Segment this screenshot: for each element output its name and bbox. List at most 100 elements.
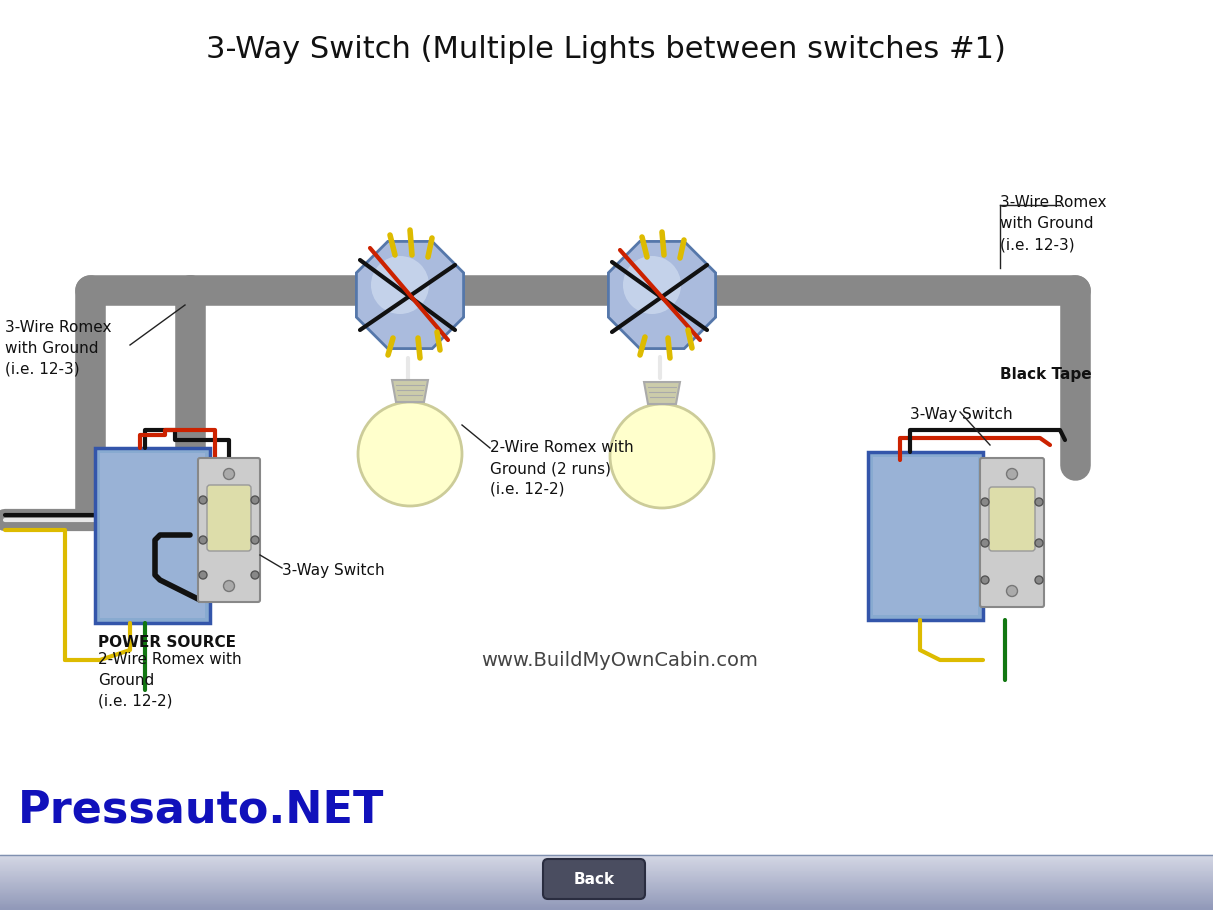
Circle shape [623, 256, 680, 314]
Circle shape [981, 539, 989, 547]
Bar [0, 876, 1213, 877]
Circle shape [1007, 469, 1018, 480]
Bar [0, 903, 1213, 904]
Circle shape [223, 469, 234, 480]
Bar [0, 892, 1213, 893]
Bar [0, 880, 1213, 881]
Bar [0, 874, 1213, 875]
Text: Black Tape: Black Tape [1000, 368, 1092, 382]
Bar [0, 860, 1213, 861]
Bar [0, 889, 1213, 890]
Bar [0, 894, 1213, 895]
Text: 3-Way Switch: 3-Way Switch [910, 408, 1013, 422]
FancyBboxPatch shape [543, 859, 645, 899]
Bar [0, 901, 1213, 902]
Circle shape [981, 576, 989, 584]
Bar [0, 866, 1213, 867]
Bar [0, 871, 1213, 872]
Bar [0, 870, 1213, 871]
Bar [0, 863, 1213, 864]
Bar [0, 905, 1213, 907]
Bar [0, 875, 1213, 876]
Bar [0, 864, 1213, 865]
Text: 3-Wire Romex
with Ground
(i.e. 12-3): 3-Wire Romex with Ground (i.e. 12-3) [5, 320, 112, 377]
Text: Pressauto.NET: Pressauto.NET [18, 788, 385, 832]
Text: 3-Way Switch (Multiple Lights between switches #1): 3-Way Switch (Multiple Lights between sw… [206, 35, 1006, 65]
Bar [0, 868, 1213, 869]
Bar [0, 906, 1213, 908]
Bar [0, 909, 1213, 910]
FancyBboxPatch shape [989, 487, 1035, 551]
Text: 2-Wire Romex with
Ground
(i.e. 12-2): 2-Wire Romex with Ground (i.e. 12-2) [98, 652, 241, 709]
Polygon shape [392, 380, 428, 402]
Bar [0, 859, 1213, 860]
Bar [0, 887, 1213, 888]
FancyBboxPatch shape [980, 458, 1044, 607]
FancyBboxPatch shape [198, 458, 260, 602]
Circle shape [223, 581, 234, 592]
Bar [0, 891, 1213, 892]
Bar [0, 882, 1213, 883]
Bar [0, 869, 1213, 870]
Circle shape [1035, 498, 1043, 506]
Circle shape [1035, 539, 1043, 547]
Bar [0, 886, 1213, 887]
Bar [0, 881, 1213, 882]
Text: 3-Way Switch: 3-Way Switch [281, 562, 385, 578]
Polygon shape [357, 241, 463, 349]
Bar [95, 448, 210, 623]
Bar [0, 873, 1213, 874]
Bar [0, 893, 1213, 894]
Bar [0, 905, 1213, 906]
Polygon shape [609, 241, 716, 349]
Circle shape [981, 498, 989, 506]
Circle shape [1007, 585, 1018, 596]
Bar [0, 879, 1213, 880]
Bar [0, 867, 1213, 868]
Bar [0, 872, 1213, 873]
Circle shape [371, 256, 429, 314]
Circle shape [1035, 576, 1043, 584]
Bar [99, 453, 205, 618]
Bar [0, 885, 1213, 886]
Circle shape [610, 404, 714, 508]
Bar [0, 896, 1213, 897]
Bar [0, 878, 1213, 879]
Text: 3-Wire Romex
with Ground
(i.e. 12-3): 3-Wire Romex with Ground (i.e. 12-3) [1000, 195, 1106, 252]
Bar [0, 862, 1213, 863]
Bar [0, 865, 1213, 866]
Bar [0, 883, 1213, 884]
Bar [0, 890, 1213, 891]
Bar [0, 888, 1213, 889]
Circle shape [251, 536, 260, 544]
Bar [869, 452, 983, 620]
Bar [0, 858, 1213, 859]
Bar [0, 857, 1213, 858]
Circle shape [251, 496, 260, 504]
FancyBboxPatch shape [207, 485, 251, 551]
Bar [0, 861, 1213, 862]
Bar [0, 855, 1213, 856]
Text: www.BuildMyOwnCabin.com: www.BuildMyOwnCabin.com [482, 651, 758, 670]
Bar [0, 856, 1213, 857]
Bar [0, 897, 1213, 898]
Bar [0, 899, 1213, 900]
Text: Back: Back [574, 872, 615, 886]
Bar [0, 900, 1213, 901]
Text: 2-Wire Romex with
Ground (2 runs)
(i.e. 12-2): 2-Wire Romex with Ground (2 runs) (i.e. … [490, 440, 633, 497]
Circle shape [199, 496, 207, 504]
Bar [0, 904, 1213, 905]
Bar [0, 895, 1213, 896]
Bar [0, 907, 1213, 909]
Circle shape [358, 402, 462, 506]
Circle shape [199, 536, 207, 544]
Polygon shape [644, 382, 680, 404]
Bar [0, 902, 1213, 903]
Bar [0, 884, 1213, 885]
Circle shape [199, 571, 207, 579]
Bar [873, 457, 978, 615]
Circle shape [251, 571, 260, 579]
Bar [0, 908, 1213, 910]
Bar [0, 898, 1213, 899]
Bar [0, 877, 1213, 878]
